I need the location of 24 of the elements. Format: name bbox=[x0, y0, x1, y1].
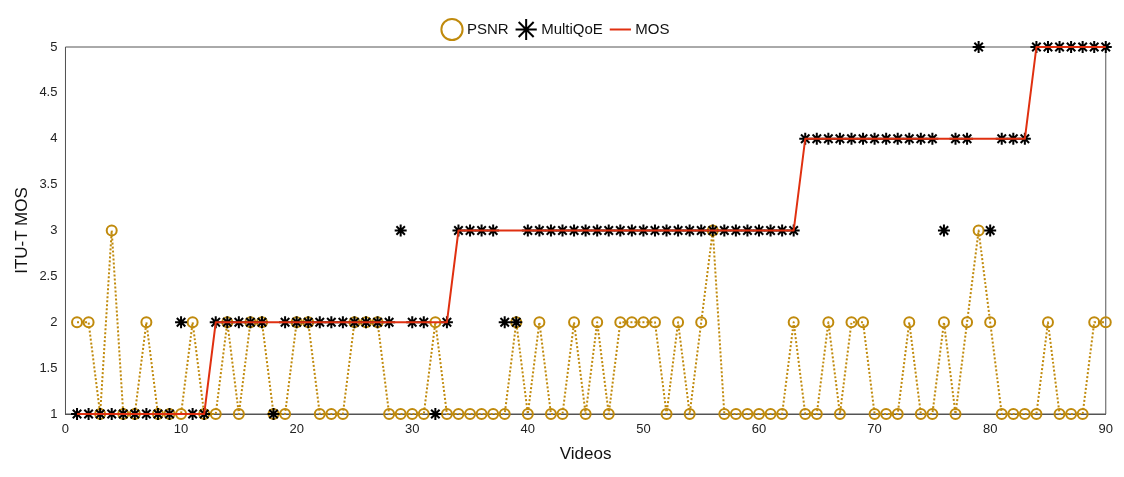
x-tick-label: 80 bbox=[982, 421, 998, 437]
y-tick-label: 1 bbox=[50, 405, 58, 421]
y-tick-label: 2.5 bbox=[39, 267, 58, 283]
legend-label: MOS bbox=[635, 19, 670, 37]
y-tick-label: 1.5 bbox=[39, 359, 58, 375]
x-tick-label: 10 bbox=[173, 421, 189, 437]
x-tick-label: 50 bbox=[636, 421, 651, 437]
legend-label: PSNR bbox=[466, 19, 509, 37]
x-tick-label: 0 bbox=[61, 421, 70, 437]
x-tick-label: 20 bbox=[289, 421, 304, 437]
x-tick-label: 90 bbox=[1098, 421, 1113, 437]
y-tick-label: 5 bbox=[50, 38, 58, 54]
y-tick-label: 2 bbox=[50, 313, 58, 329]
y-tick-label: 4 bbox=[50, 130, 58, 146]
legend-label: MultiQoE bbox=[541, 19, 603, 37]
y-tick-label: 3.5 bbox=[39, 176, 58, 192]
x-tick-label: 60 bbox=[751, 421, 767, 437]
x-tick-label: 30 bbox=[405, 421, 420, 437]
y-axis-title: ITU-T MOS bbox=[11, 187, 31, 274]
x-tick-label: 70 bbox=[867, 421, 882, 437]
y-tick-label: 3 bbox=[50, 222, 58, 238]
y-tick-label: 4.5 bbox=[39, 84, 58, 100]
x-axis-title: Videos bbox=[559, 444, 612, 464]
x-tick-label: 40 bbox=[520, 421, 536, 437]
